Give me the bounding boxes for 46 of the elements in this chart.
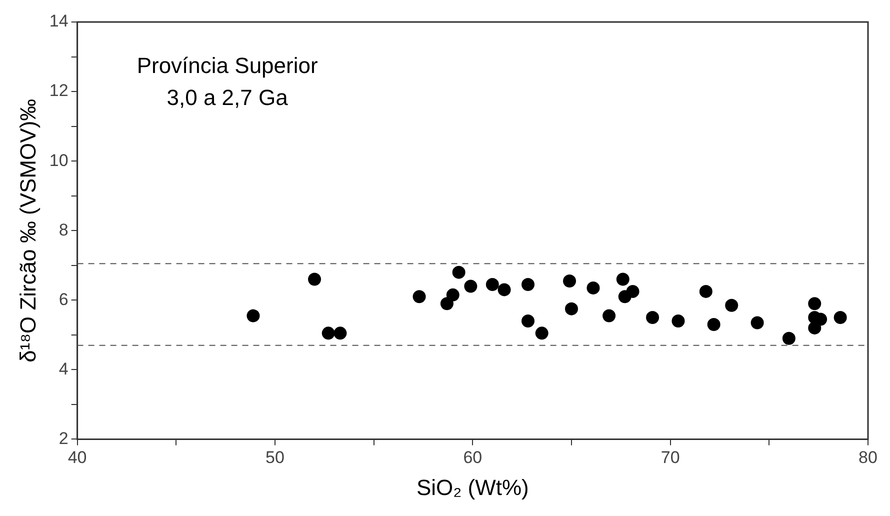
x-axis-title: SiO₂ (Wt%) bbox=[416, 474, 529, 500]
point bbox=[699, 284, 712, 298]
point bbox=[834, 311, 847, 324]
point bbox=[464, 280, 478, 293]
y-tick-label: 6 bbox=[58, 290, 68, 309]
point bbox=[672, 314, 685, 328]
y-tick-label: 2 bbox=[58, 428, 68, 448]
y-tick-label: 8 bbox=[58, 220, 68, 240]
point bbox=[522, 278, 535, 291]
point bbox=[616, 272, 630, 286]
point bbox=[334, 326, 347, 340]
point bbox=[564, 302, 578, 316]
point bbox=[602, 309, 616, 322]
point bbox=[322, 326, 335, 340]
y-tick-label: 12 bbox=[49, 81, 68, 100]
point bbox=[626, 284, 640, 298]
x-tick-label: 40 bbox=[68, 448, 87, 468]
point bbox=[486, 278, 499, 291]
point bbox=[535, 326, 548, 340]
point bbox=[725, 298, 738, 312]
point bbox=[498, 283, 511, 296]
y-tick-label: 10 bbox=[49, 150, 68, 170]
point bbox=[452, 266, 466, 279]
annotation: Província Superior bbox=[136, 53, 318, 78]
x-tick-label: 70 bbox=[660, 448, 680, 468]
x-tick-label: 60 bbox=[463, 448, 482, 468]
point bbox=[586, 281, 600, 294]
point bbox=[246, 309, 260, 322]
point bbox=[440, 297, 454, 310]
point bbox=[808, 297, 822, 310]
point bbox=[412, 290, 426, 304]
x-tick-label: 50 bbox=[266, 448, 284, 468]
point bbox=[750, 316, 764, 330]
point bbox=[446, 288, 460, 302]
y-tick-label: 4 bbox=[58, 359, 68, 378]
point bbox=[808, 321, 822, 334]
y-tick-label: 14 bbox=[49, 12, 68, 31]
annotation: 3,0 a 2,7 Ga bbox=[166, 85, 289, 110]
point bbox=[522, 314, 535, 328]
x-tick-label: 80 bbox=[858, 448, 878, 468]
point bbox=[308, 272, 322, 286]
point bbox=[646, 311, 660, 324]
point bbox=[563, 274, 576, 288]
point bbox=[707, 318, 720, 331]
y-axis-title: δ¹⁸O Zircão ‰ (VSMOV)‰ bbox=[15, 98, 40, 362]
point bbox=[782, 332, 796, 345]
